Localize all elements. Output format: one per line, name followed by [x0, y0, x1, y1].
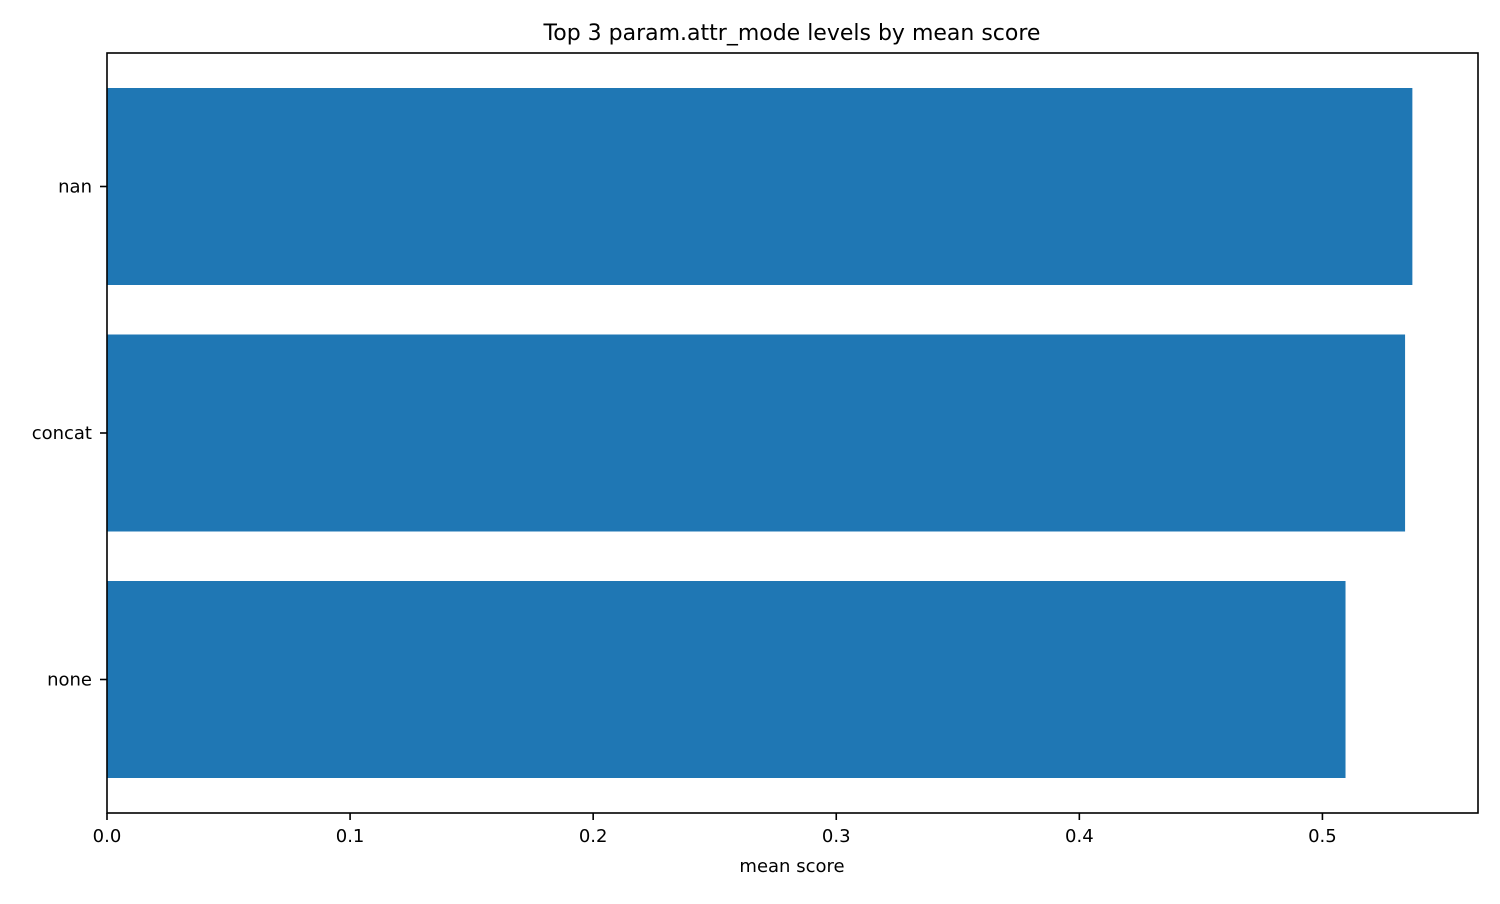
x-axis-ticks: 0.0 0.1 0.2 0.3 0.4 0.5	[93, 813, 1337, 847]
bar-nan	[107, 88, 1413, 285]
y-tick-label-nan: nan	[58, 177, 92, 198]
chart-title: Top 3 param.attr_mode levels by mean sco…	[543, 21, 1041, 46]
y-tick-label-concat: concat	[32, 423, 92, 444]
y-axis-ticks: nan concat none	[32, 177, 107, 691]
x-tick-label: 0.3	[822, 826, 851, 847]
bars-layer	[107, 88, 1413, 778]
x-axis-label: mean score	[739, 856, 844, 877]
bar-concat	[107, 334, 1406, 532]
x-tick-label: 0.2	[579, 826, 608, 847]
x-tick-label: 0.1	[336, 826, 365, 847]
x-tick-label: 0.5	[1308, 826, 1337, 847]
x-tick-label: 0.4	[1065, 826, 1094, 847]
bar-none	[107, 581, 1346, 778]
y-tick-label-none: none	[47, 670, 92, 691]
x-tick-label: 0.0	[93, 826, 122, 847]
plot-frame	[106, 52, 1479, 814]
